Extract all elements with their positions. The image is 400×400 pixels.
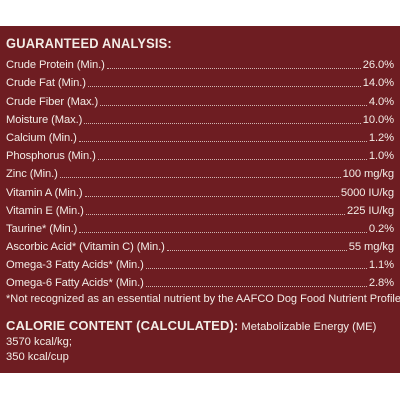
- dot-leader: [166, 250, 347, 252]
- row-value: 225 IU/kg: [347, 204, 394, 217]
- analysis-row: Crude Protein (Min.) 26.0%: [6, 54, 394, 72]
- row-value: 55 mg/kg: [348, 241, 394, 254]
- row-value: 1.1%: [368, 259, 394, 272]
- row-value: 4.0%: [368, 95, 394, 108]
- analysis-row: Crude Fat (Min.) 14.0%: [6, 72, 394, 90]
- footnote: *Not recognized as an essential nutrient…: [6, 293, 400, 306]
- analysis-row: Crude Fiber (Max.) 4.0%: [6, 90, 394, 108]
- row-label: Moisture (Max.): [6, 113, 83, 126]
- row-label: Phosphorus (Min.): [6, 150, 96, 163]
- row-label: Omega-6 Fatty Acids* (Min.): [6, 277, 144, 290]
- calorie-line-1: Metabolizable Energy (ME) 3570 kcal/kg;: [6, 321, 377, 349]
- dot-leader: [97, 159, 367, 161]
- row-value: 2.8%: [368, 277, 394, 290]
- guaranteed-analysis-panel: GUARANTEED ANALYSIS: Crude Protein (Min.…: [0, 26, 400, 373]
- row-label: Vitamin A (Min.): [6, 186, 83, 199]
- row-label: Crude Fiber (Max.): [6, 95, 99, 108]
- calorie-content: CALORIE CONTENT (CALCULATED): Metaboliza…: [6, 318, 394, 365]
- row-label: Ascorbic Acid* (Vitamin C) (Min.): [6, 241, 165, 254]
- analysis-row: Omega-6 Fatty Acids* (Min.) 2.8%: [6, 272, 394, 290]
- dot-leader: [79, 231, 367, 233]
- dot-leader: [145, 268, 367, 270]
- analysis-row: Vitamin E (Min.) 225 IU/kg: [6, 200, 394, 218]
- dot-leader: [106, 68, 361, 70]
- dot-leader: [85, 213, 345, 215]
- row-label: Zinc (Min.): [6, 168, 58, 181]
- analysis-row: Calcium (Min.) 1.2%: [6, 127, 394, 145]
- panel-title: GUARANTEED ANALYSIS:: [6, 35, 172, 51]
- row-value: 5000 IU/kg: [340, 186, 394, 199]
- analysis-row: Taurine* (Min.) 0.2%: [6, 218, 394, 236]
- row-value: 1.0%: [368, 150, 394, 163]
- analysis-row: Omega-3 Fatty Acids* (Min.) 1.1%: [6, 254, 394, 272]
- calorie-line-2: 350 kcal/cup: [6, 351, 69, 364]
- row-value: 10.0%: [362, 113, 394, 126]
- row-label: Omega-3 Fatty Acids* (Min.): [6, 259, 144, 272]
- dot-leader: [84, 195, 339, 197]
- analysis-list: Crude Protein (Min.) 26.0% Crude Fat (Mi…: [6, 54, 394, 290]
- analysis-row: Moisture (Max.) 10.0%: [6, 109, 394, 127]
- row-value: 0.2%: [368, 222, 394, 235]
- row-value: 26.0%: [362, 59, 394, 72]
- dot-leader: [87, 86, 361, 88]
- row-value: 100 mg/kg: [342, 168, 394, 181]
- dot-leader: [145, 286, 367, 288]
- row-label: Calcium (Min.): [6, 131, 77, 144]
- analysis-row: Zinc (Min.) 100 mg/kg: [6, 163, 394, 181]
- analysis-row: Vitamin A (Min.) 5000 IU/kg: [6, 181, 394, 199]
- analysis-row: Phosphorus (Min.) 1.0%: [6, 145, 394, 163]
- dot-leader: [84, 122, 361, 124]
- row-label: Crude Fat (Min.): [6, 77, 86, 90]
- dot-leader: [78, 140, 367, 142]
- row-label: Vitamin E (Min.): [6, 204, 84, 217]
- row-value: 14.0%: [362, 77, 394, 90]
- dot-leader: [59, 177, 341, 179]
- row-label: Crude Protein (Min.): [6, 59, 105, 72]
- calorie-heading: CALORIE CONTENT (CALCULATED):: [6, 318, 239, 334]
- row-value: 1.2%: [368, 131, 394, 144]
- analysis-row: Ascorbic Acid* (Vitamin C) (Min.) 55 mg/…: [6, 236, 394, 254]
- row-label: Taurine* (Min.): [6, 222, 78, 235]
- dot-leader: [100, 104, 367, 106]
